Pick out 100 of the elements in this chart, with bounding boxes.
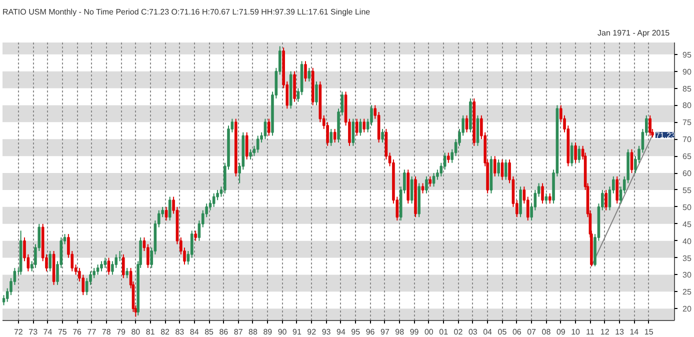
y-tick-label: 80 — [682, 101, 692, 110]
x-tick-label: 82 — [160, 328, 170, 336]
x-tick-label: 77 — [87, 328, 97, 336]
candlestick — [333, 128, 336, 144]
candlestick — [293, 70, 296, 102]
x-tick-label: 03 — [468, 328, 478, 336]
candlestick — [616, 176, 618, 204]
candlestick — [500, 158, 504, 180]
candlestick — [245, 132, 248, 160]
x-tick-label: 99 — [410, 328, 420, 336]
candlestick — [315, 80, 318, 106]
x-tick-label: 04 — [483, 328, 493, 336]
candlestick — [146, 244, 150, 268]
x-tick-label: 80 — [131, 328, 141, 336]
candlestick — [168, 196, 172, 221]
y-tick-label: 95 — [682, 50, 692, 60]
candlestick — [126, 267, 128, 279]
y-tick-label: 25 — [682, 288, 692, 297]
x-tick-label: 76 — [72, 328, 82, 336]
y-tick-label: 50 — [682, 202, 692, 212]
y-tick-label: 60 — [682, 169, 692, 178]
x-tick-label: 00 — [424, 328, 434, 336]
candlestick — [249, 148, 252, 160]
candlestick — [212, 192, 216, 208]
x-tick-label: 98 — [395, 328, 405, 336]
candlestick — [355, 118, 358, 136]
x-tick-label: 14 — [630, 328, 640, 336]
candlestick — [304, 60, 307, 82]
x-tick-label: 08 — [542, 328, 552, 336]
candlestick — [465, 114, 468, 133]
x-tick-label: 90 — [278, 328, 288, 336]
candlestick — [359, 118, 362, 136]
candlestick — [421, 182, 424, 194]
x-tick-label: 78 — [102, 328, 112, 336]
x-tick-label: 95 — [351, 328, 361, 336]
candlestick — [208, 200, 212, 211]
candlestick — [104, 257, 107, 268]
candlestick — [574, 142, 577, 164]
candlestick — [264, 118, 267, 140]
candlestick — [352, 118, 355, 146]
y-tick-label: 70 — [682, 135, 692, 144]
x-tick-label: 79 — [116, 328, 126, 336]
x-tick-label: 02 — [454, 328, 464, 336]
candlestick — [630, 148, 634, 174]
x-tick-label: 10 — [571, 328, 581, 336]
candlestick — [648, 114, 652, 136]
x-tick-label: 93 — [322, 328, 332, 336]
y-tick-label: 20 — [682, 304, 692, 314]
x-tick-label: 73 — [28, 328, 38, 336]
x-tick-label: 81 — [146, 328, 156, 336]
candlestick — [256, 135, 260, 154]
candlestick — [519, 186, 522, 218]
chart-title: RATIO USM Monthly - No Time Period C:71.23 O:71.16 H:70.67 L:71.59 HH:97.39 LL:17.61 Single Line — [2, 8, 371, 16]
candlestick — [443, 152, 446, 170]
candlestick — [497, 158, 500, 177]
candlestick — [308, 67, 311, 82]
y-tick-label: 65 — [682, 152, 692, 162]
candlestick — [493, 156, 496, 177]
candlestick — [447, 152, 450, 164]
candlestick — [2, 294, 6, 306]
x-tick-label: 87 — [234, 328, 244, 336]
x-tick-label: 92 — [307, 328, 317, 336]
candlestick — [570, 142, 574, 167]
candlestick — [85, 278, 88, 296]
chart-subtitle: Jan 1971 - Apr 2015 — [598, 28, 670, 38]
candlestick — [100, 260, 103, 272]
x-tick-label: 91 — [292, 328, 302, 336]
x-tick-label: 15 — [644, 328, 654, 336]
candlestick — [190, 230, 194, 258]
x-tick-label: 11 — [586, 328, 595, 336]
candlestick — [541, 182, 544, 204]
x-tick-label: 97 — [380, 328, 390, 336]
x-tick-label: 05 — [498, 328, 508, 336]
x-tick-label: 13 — [615, 328, 625, 336]
x-tick-label: 94 — [336, 328, 346, 336]
candlestick — [362, 118, 366, 133]
candlestick — [578, 145, 581, 164]
x-tick-label: 06 — [512, 328, 522, 336]
x-tick-label: 12 — [600, 328, 610, 336]
y-tick-label: 40 — [682, 236, 692, 246]
candlestick — [548, 192, 552, 204]
x-tick-label: 85 — [204, 328, 214, 336]
x-tick-label: 74 — [43, 328, 53, 336]
y-tick-label: 75 — [682, 118, 692, 128]
candlestick — [122, 254, 125, 279]
x-tick-label: 07 — [527, 328, 537, 336]
candlestick — [381, 128, 384, 144]
candlestick — [164, 206, 168, 221]
candlestick — [194, 230, 197, 242]
y-tick-label: 35 — [682, 254, 692, 263]
x-tick-label: 88 — [248, 328, 258, 336]
x-tick-label: 75 — [58, 328, 68, 336]
x-tick-label: 09 — [556, 328, 566, 336]
candlestick — [504, 158, 508, 180]
x-tick-label: 83 — [175, 328, 185, 336]
x-tick-label: 96 — [366, 328, 376, 336]
y-tick-label: 55 — [682, 186, 692, 195]
y-tick-label: 30 — [682, 270, 692, 280]
candlestick — [96, 264, 100, 276]
y-tick-label: 45 — [682, 220, 692, 229]
